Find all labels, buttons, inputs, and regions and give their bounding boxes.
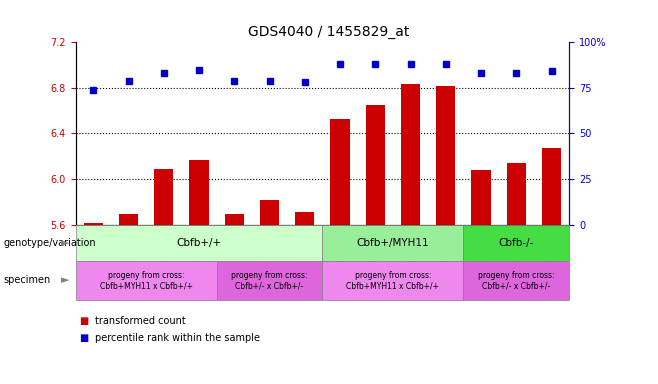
Bar xyxy=(84,223,103,225)
Bar xyxy=(295,212,315,225)
Text: GDS4040 / 1455829_at: GDS4040 / 1455829_at xyxy=(248,25,410,39)
Bar xyxy=(507,163,526,225)
Bar xyxy=(190,160,209,225)
Text: progeny from cross:
Cbfb+/- x Cbfb+/-: progeny from cross: Cbfb+/- x Cbfb+/- xyxy=(478,271,555,290)
Text: percentile rank within the sample: percentile rank within the sample xyxy=(95,333,261,343)
Text: ■: ■ xyxy=(79,316,88,326)
Text: progeny from cross:
Cbfb+MYH11 x Cbfb+/+: progeny from cross: Cbfb+MYH11 x Cbfb+/+ xyxy=(99,271,193,290)
Text: Cbfb+/+: Cbfb+/+ xyxy=(176,238,222,248)
Text: genotype/variation: genotype/variation xyxy=(3,238,96,248)
Bar xyxy=(119,214,138,225)
Bar xyxy=(224,214,244,225)
Bar xyxy=(260,200,279,225)
Text: Cbfb-/-: Cbfb-/- xyxy=(499,238,534,248)
Bar xyxy=(542,148,561,225)
Text: ►: ► xyxy=(61,238,69,248)
Text: ►: ► xyxy=(61,275,69,285)
Bar xyxy=(401,84,420,225)
Bar xyxy=(366,105,385,225)
Text: progeny from cross:
Cbfb+MYH11 x Cbfb+/+: progeny from cross: Cbfb+MYH11 x Cbfb+/+ xyxy=(346,271,440,290)
Text: Cbfb+/MYH11: Cbfb+/MYH11 xyxy=(357,238,429,248)
Bar xyxy=(436,86,455,225)
Bar xyxy=(471,170,491,225)
Bar xyxy=(330,119,350,225)
Text: progeny from cross:
Cbfb+/- x Cbfb+/-: progeny from cross: Cbfb+/- x Cbfb+/- xyxy=(232,271,308,290)
Bar xyxy=(154,169,174,225)
Text: ■: ■ xyxy=(79,333,88,343)
Text: transformed count: transformed count xyxy=(95,316,186,326)
Text: specimen: specimen xyxy=(3,275,51,285)
